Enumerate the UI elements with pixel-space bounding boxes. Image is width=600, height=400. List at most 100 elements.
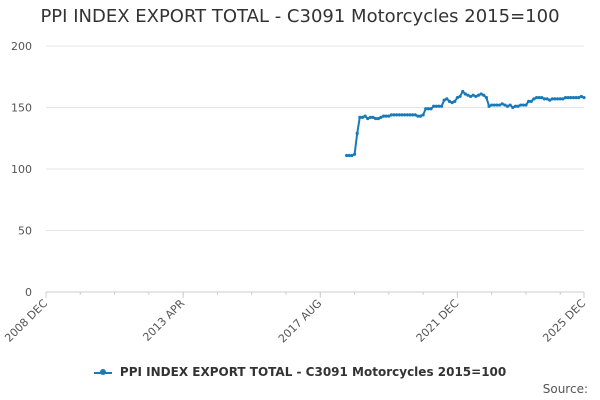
data-point bbox=[360, 115, 365, 119]
data-point bbox=[529, 99, 533, 103]
data-point bbox=[395, 113, 399, 117]
legend: PPI INDEX EXPORT TOTAL - C3091 Motorcycl… bbox=[0, 365, 600, 379]
y-tick-labels: 0 50 100 150 200 bbox=[11, 40, 32, 299]
data-point bbox=[397, 113, 401, 117]
data-point bbox=[437, 104, 441, 108]
data-point bbox=[534, 96, 539, 100]
data-point bbox=[403, 113, 407, 117]
data-point bbox=[355, 131, 359, 135]
data-point bbox=[542, 97, 547, 101]
data-point bbox=[561, 97, 565, 101]
data-point bbox=[574, 96, 578, 100]
data-point bbox=[548, 98, 552, 102]
data-point bbox=[511, 105, 515, 110]
data-point bbox=[371, 115, 375, 119]
data-point bbox=[566, 96, 570, 100]
legend-label: PPI INDEX EXPORT TOTAL - C3091 Motorcycl… bbox=[119, 365, 507, 379]
data-point bbox=[413, 113, 417, 117]
y-tick-label: 50 bbox=[18, 225, 32, 238]
data-point bbox=[516, 104, 520, 108]
data-point bbox=[374, 116, 378, 121]
data-point bbox=[479, 92, 483, 96]
data-point bbox=[405, 113, 409, 117]
data-point bbox=[484, 96, 489, 100]
data-point bbox=[569, 96, 573, 100]
data-point bbox=[571, 96, 576, 100]
data-point bbox=[442, 98, 446, 102]
data-point bbox=[368, 115, 372, 119]
data-point bbox=[421, 113, 425, 117]
data-point bbox=[550, 97, 554, 101]
data-point bbox=[363, 114, 367, 118]
data-point bbox=[439, 104, 444, 108]
data-point bbox=[345, 153, 349, 158]
data-point bbox=[424, 107, 428, 111]
data-point bbox=[447, 99, 452, 103]
data-point bbox=[347, 153, 351, 158]
chart-title: PPI INDEX EXPORT TOTAL - C3091 Motorcycl… bbox=[40, 6, 560, 27]
data-point bbox=[410, 113, 415, 117]
data-point bbox=[519, 103, 523, 107]
data-point bbox=[505, 104, 510, 108]
data-point bbox=[540, 96, 544, 100]
data-point bbox=[545, 97, 549, 101]
data-point bbox=[379, 115, 383, 119]
data-point bbox=[471, 93, 475, 97]
data-point bbox=[492, 103, 496, 107]
data-point bbox=[474, 94, 478, 99]
data-point bbox=[553, 97, 557, 101]
data-point bbox=[445, 97, 449, 101]
data-point bbox=[392, 113, 396, 117]
series-layer bbox=[345, 89, 586, 158]
data-point bbox=[563, 96, 568, 100]
data-point bbox=[490, 103, 494, 107]
data-point bbox=[527, 99, 531, 103]
x-tick-labels: 2008 DEC 2013 APR 2017 AUG 2021 DEC 2025 DEC bbox=[2, 297, 588, 346]
data-point bbox=[537, 96, 541, 100]
data-point bbox=[381, 114, 386, 118]
x-tick-label: 2013 APR bbox=[140, 297, 187, 344]
x-tick-label: 2017 AUG bbox=[276, 297, 325, 346]
gridlines bbox=[46, 45, 584, 231]
data-point bbox=[408, 113, 412, 117]
y-tick-label: 150 bbox=[11, 102, 32, 115]
data-point bbox=[461, 89, 465, 94]
data-point bbox=[582, 96, 586, 100]
data-point bbox=[513, 104, 518, 108]
data-point bbox=[498, 103, 502, 107]
data-point bbox=[389, 113, 394, 117]
data-point bbox=[384, 114, 388, 118]
data-point bbox=[521, 103, 525, 107]
source-label: Source: bbox=[542, 382, 588, 396]
data-point bbox=[434, 104, 438, 108]
x-tick-label: 2008 DEC bbox=[2, 297, 50, 345]
data-point bbox=[463, 92, 467, 96]
data-point bbox=[453, 99, 457, 103]
data-point bbox=[500, 102, 504, 106]
data-point bbox=[426, 107, 431, 111]
data-point bbox=[579, 94, 583, 99]
data-point bbox=[376, 116, 380, 121]
data-point bbox=[418, 114, 423, 118]
data-point bbox=[387, 114, 391, 118]
data-point bbox=[487, 104, 491, 108]
y-tick-label: 200 bbox=[11, 40, 32, 53]
data-point bbox=[400, 113, 404, 117]
data-point bbox=[503, 103, 507, 107]
data-point bbox=[366, 116, 370, 121]
data-point bbox=[350, 153, 354, 158]
data-point bbox=[508, 103, 512, 107]
y-tick-label: 100 bbox=[11, 163, 32, 176]
axes bbox=[45, 291, 585, 298]
legend-swatch bbox=[93, 368, 112, 375]
data-point bbox=[432, 104, 436, 108]
data-point bbox=[416, 114, 420, 118]
data-point bbox=[577, 96, 581, 100]
data-point bbox=[556, 97, 560, 101]
data-point bbox=[450, 100, 454, 105]
data-point bbox=[532, 97, 536, 101]
data-point bbox=[524, 103, 528, 107]
series-line bbox=[346, 90, 585, 157]
data-point bbox=[455, 96, 460, 100]
